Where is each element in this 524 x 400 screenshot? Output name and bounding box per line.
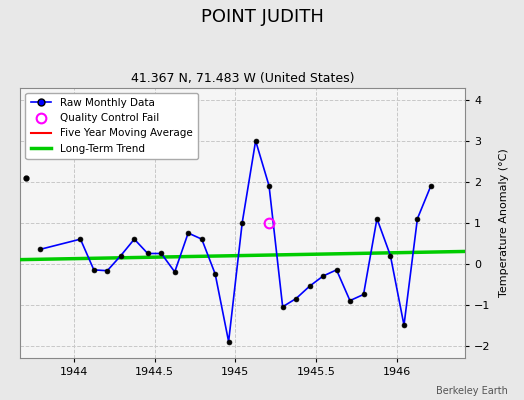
- Text: Berkeley Earth: Berkeley Earth: [436, 386, 508, 396]
- Legend: Raw Monthly Data, Quality Control Fail, Five Year Moving Average, Long-Term Tren: Raw Monthly Data, Quality Control Fail, …: [26, 93, 198, 159]
- Text: POINT JUDITH: POINT JUDITH: [201, 8, 323, 26]
- Y-axis label: Temperature Anomaly (°C): Temperature Anomaly (°C): [499, 148, 509, 297]
- Title: 41.367 N, 71.483 W (United States): 41.367 N, 71.483 W (United States): [131, 72, 354, 85]
